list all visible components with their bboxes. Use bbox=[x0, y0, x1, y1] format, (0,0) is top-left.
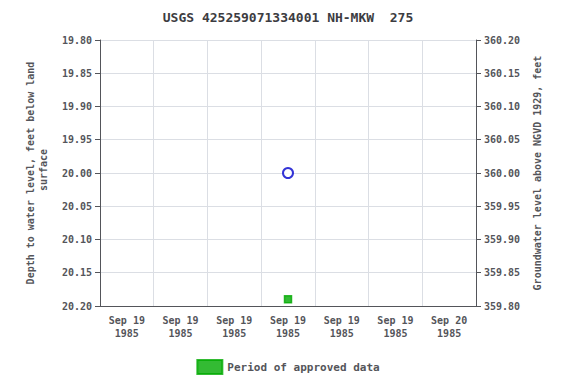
svg-text:surface: surface bbox=[38, 149, 49, 197]
svg-text:20.10: 20.10 bbox=[62, 234, 92, 245]
svg-text:Sep 19: Sep 19 bbox=[109, 315, 145, 326]
svg-text:Depth to water level, feet bel: Depth to water level, feet below land bbox=[25, 62, 36, 285]
svg-text:1985: 1985 bbox=[222, 328, 246, 339]
svg-text:359.80: 359.80 bbox=[484, 301, 520, 312]
svg-text:1985: 1985 bbox=[169, 328, 193, 339]
svg-text:360.10: 360.10 bbox=[484, 101, 520, 112]
svg-text:360.05: 360.05 bbox=[484, 134, 520, 145]
svg-text:20.00: 20.00 bbox=[62, 168, 92, 179]
svg-text:USGS 425259071334001 NH-MKW 2: USGS 425259071334001 NH-MKW 275 bbox=[163, 10, 413, 25]
svg-text:1985: 1985 bbox=[115, 328, 139, 339]
svg-text:19.85: 19.85 bbox=[62, 68, 92, 79]
svg-text:Sep 19: Sep 19 bbox=[216, 315, 252, 326]
svg-text:20.15: 20.15 bbox=[62, 267, 92, 278]
svg-text:20.20: 20.20 bbox=[62, 301, 92, 312]
svg-text:359.85: 359.85 bbox=[484, 267, 520, 278]
svg-text:Sep 19: Sep 19 bbox=[270, 315, 306, 326]
svg-text:1985: 1985 bbox=[330, 328, 354, 339]
svg-text:Period of approved data: Period of approved data bbox=[227, 361, 379, 374]
svg-text:359.95: 359.95 bbox=[484, 201, 520, 212]
svg-text:19.95: 19.95 bbox=[62, 134, 92, 145]
svg-text:Sep 19: Sep 19 bbox=[377, 315, 413, 326]
svg-text:1985: 1985 bbox=[437, 328, 461, 339]
svg-text:1985: 1985 bbox=[383, 328, 407, 339]
svg-text:Sep 20: Sep 20 bbox=[431, 315, 467, 326]
svg-text:360.00: 360.00 bbox=[484, 168, 520, 179]
svg-text:Groundwater level above NGVD 1: Groundwater level above NGVD 1929, feet bbox=[532, 56, 543, 291]
svg-text:19.90: 19.90 bbox=[62, 101, 92, 112]
svg-text:Sep 19: Sep 19 bbox=[324, 315, 360, 326]
svg-text:20.05: 20.05 bbox=[62, 201, 92, 212]
svg-text:360.20: 360.20 bbox=[484, 35, 520, 46]
svg-text:Sep 19: Sep 19 bbox=[163, 315, 199, 326]
svg-text:1985: 1985 bbox=[276, 328, 300, 339]
svg-text:360.15: 360.15 bbox=[484, 68, 520, 79]
svg-text:359.90: 359.90 bbox=[484, 234, 520, 245]
svg-text:19.80: 19.80 bbox=[62, 35, 92, 46]
